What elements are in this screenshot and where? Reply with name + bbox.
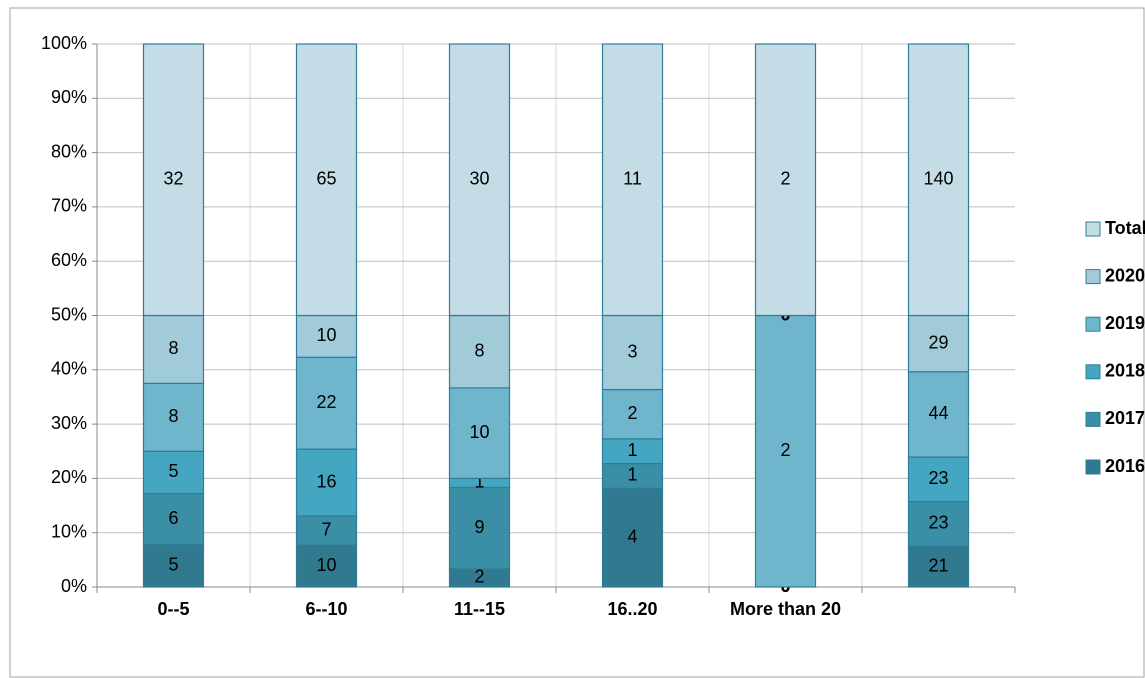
bar-segment — [295, 356, 358, 450]
legend-label: 2020 — [1105, 265, 1145, 285]
bar-segment — [142, 314, 205, 384]
data-label: 23 — [928, 513, 948, 533]
data-label: 30 — [469, 169, 489, 189]
data-label: 10 — [316, 325, 336, 345]
legend-label: 2019 — [1105, 313, 1145, 333]
legend-swatch — [1085, 364, 1101, 380]
y-tick-label: 20% — [51, 467, 87, 487]
bar-segment — [448, 43, 511, 317]
bar-segment — [601, 462, 664, 489]
y-tick-label: 70% — [51, 196, 87, 216]
y-tick-label: 30% — [51, 413, 87, 433]
bar-segment — [295, 448, 358, 517]
data-label: 3 — [627, 341, 637, 361]
data-label: 1 — [627, 465, 637, 485]
x-tick-label: 6--10 — [305, 599, 348, 619]
data-label: 8 — [168, 338, 178, 358]
bar-segment — [754, 43, 817, 317]
x-tick-label: 0--5 — [157, 599, 190, 619]
legend-swatch — [1085, 316, 1101, 332]
data-label: 8 — [474, 340, 484, 360]
x-tick-label: 11--15 — [453, 599, 506, 619]
x-tick-label: 16..20 — [607, 599, 658, 619]
data-label: 29 — [928, 332, 948, 352]
data-label: 23 — [928, 468, 948, 488]
legend-swatch — [1085, 269, 1101, 285]
bar-segment — [907, 314, 970, 373]
bar-segment — [142, 450, 205, 495]
y-tick-label: 40% — [51, 359, 87, 379]
data-label: 44 — [928, 403, 948, 423]
data-label: 5 — [168, 461, 178, 481]
y-tick-label: 50% — [51, 304, 87, 324]
data-label: 7 — [321, 519, 331, 539]
legend-label: Total — [1105, 218, 1145, 238]
x-tick-label: More than 20 — [729, 599, 842, 619]
data-label: 8 — [168, 406, 178, 426]
bar-segment — [142, 382, 205, 452]
bar-segment — [295, 43, 358, 317]
data-label: 21 — [928, 555, 948, 575]
bar-segment — [142, 543, 205, 588]
data-label: 16 — [316, 471, 336, 491]
bar-segment — [907, 371, 970, 458]
data-label: 2 — [780, 440, 790, 460]
bar-segment — [907, 501, 970, 547]
data-label: 5 — [168, 555, 178, 575]
bar-segment — [142, 43, 205, 317]
bar-segment — [907, 43, 970, 317]
bar-segment — [142, 493, 205, 546]
data-label: 2 — [474, 567, 484, 587]
y-tick-label: 0% — [61, 576, 87, 596]
legend-swatch — [1085, 459, 1101, 475]
y-tick-label: 90% — [51, 87, 87, 107]
data-label: 10 — [469, 422, 489, 442]
legend-label: 2018 — [1105, 361, 1145, 381]
data-label: 65 — [316, 169, 336, 189]
data-label: 2 — [780, 169, 790, 189]
legend-label: 2017 — [1105, 408, 1145, 428]
y-tick-label: 10% — [51, 521, 87, 541]
data-label: 1 — [474, 472, 484, 492]
data-label: 22 — [316, 392, 336, 412]
y-tick-label: 80% — [51, 141, 87, 161]
data-label: 140 — [923, 169, 953, 189]
legend-swatch — [1085, 411, 1101, 427]
data-label: 4 — [627, 526, 637, 546]
data-label: 6 — [168, 508, 178, 528]
data-label: 10 — [316, 555, 336, 575]
bar-segment — [754, 314, 817, 588]
data-label: 1 — [627, 440, 637, 460]
bar-segment — [601, 314, 664, 391]
bar-segment — [601, 487, 664, 588]
legend-label: 2016 — [1105, 456, 1145, 476]
bar-segment — [448, 387, 511, 479]
bar-segment — [448, 314, 511, 389]
y-tick-label: 100% — [41, 33, 87, 53]
bar-segment — [601, 43, 664, 317]
data-label: 32 — [163, 169, 183, 189]
y-tick-label: 60% — [51, 250, 87, 270]
bar-segment — [601, 438, 664, 465]
data-label: 9 — [474, 517, 484, 537]
data-label: 2 — [627, 403, 637, 423]
data-label: 11 — [623, 169, 642, 189]
legend-swatch — [1085, 221, 1101, 237]
bar-segment — [448, 486, 511, 570]
